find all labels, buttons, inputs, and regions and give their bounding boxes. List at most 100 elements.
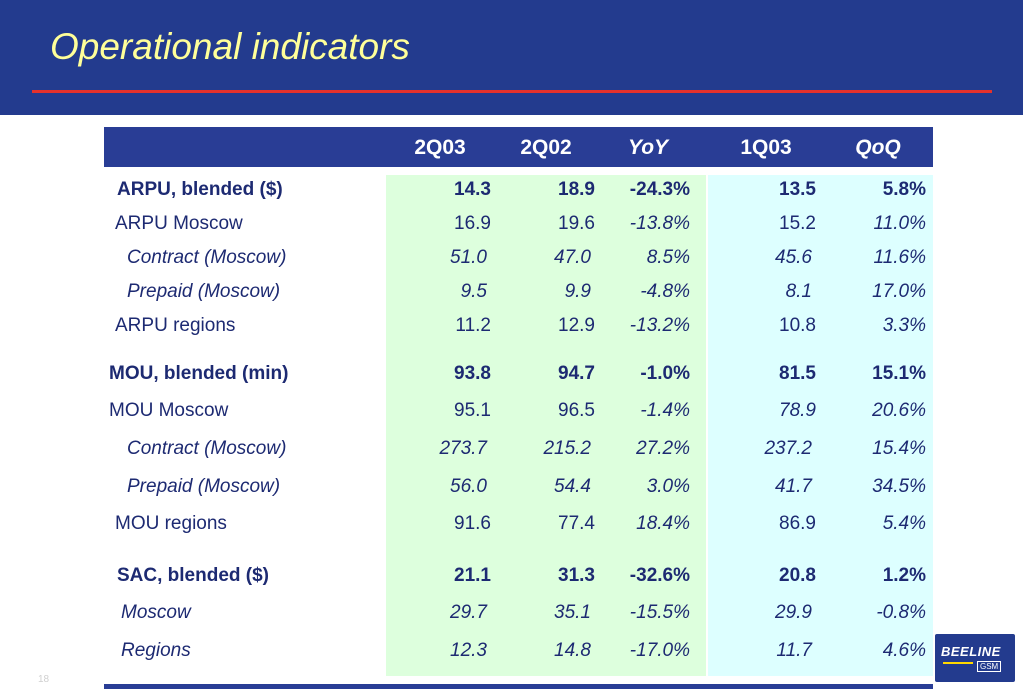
value-qoq: 34.5%: [872, 476, 926, 497]
value-2q03: 29.7: [450, 602, 487, 623]
value-2q03: 9.5: [460, 281, 487, 302]
value-2q02: 54.4: [554, 476, 591, 497]
value-1q03: 20.8: [779, 565, 816, 586]
value-2q03: 14.3: [454, 179, 491, 200]
table-row: Prepaid (Moscow) 56.0 54.4 3.0% 41.7 34.…: [0, 472, 1023, 502]
value-2q02: 215.2: [543, 438, 591, 459]
value-2q03: 16.9: [454, 213, 491, 234]
value-yoy: 8.5%: [646, 247, 690, 268]
value-yoy: -1.4%: [640, 400, 690, 421]
row-label: MOU regions: [115, 513, 227, 534]
value-qoq: -0.8%: [876, 602, 926, 623]
header-1q03: 1Q03: [740, 136, 792, 159]
value-yoy: 18.4%: [636, 513, 690, 534]
quarter-over-quarter-band: [708, 175, 933, 676]
value-2q02: 77.4: [558, 513, 595, 534]
row-label: MOU, blended (min): [109, 363, 289, 384]
current-vs-prior-year-band: [386, 175, 706, 676]
value-yoy: -13.2%: [629, 315, 690, 336]
title-underline: [32, 90, 992, 93]
value-2q03: 11.2: [455, 315, 491, 336]
header-2q03: 2Q03: [414, 136, 466, 159]
value-1q03: 29.9: [775, 602, 812, 623]
table-row: ARPU, blended ($) 14.3 18.9 -24.3% 13.5 …: [0, 175, 1023, 205]
value-2q03: 91.6: [454, 513, 491, 534]
header-yoy: YoY: [627, 136, 669, 159]
value-yoy: -4.8%: [640, 281, 690, 302]
table-row: ARPU Moscow 16.9 19.6 -13.8% 15.2 11.0%: [0, 209, 1023, 239]
row-label: Prepaid (Moscow): [127, 476, 281, 497]
table-row: ARPU regions 11.2 12.9 -13.2% 10.8 3.3%: [0, 311, 1023, 341]
table-row: Contract (Moscow) 273.7 215.2 27.2% 237.…: [0, 434, 1023, 464]
row-label: Contract (Moscow): [127, 247, 287, 268]
value-qoq: 11.0%: [873, 213, 926, 234]
row-label: ARPU, blended ($): [117, 179, 283, 200]
value-1q03: 11.7: [776, 640, 812, 661]
row-label: SAC, blended ($): [117, 565, 270, 586]
row-label: Prepaid (Moscow): [127, 281, 281, 302]
value-qoq: 11.6%: [873, 247, 926, 268]
value-2q02: 96.5: [558, 400, 595, 421]
value-2q02: 14.8: [554, 640, 591, 661]
row-label: MOU Moscow: [109, 400, 229, 421]
value-qoq: 15.4%: [872, 438, 926, 459]
table-header: 2Q03 2Q02 YoY 1Q03 QoQ: [104, 127, 933, 167]
value-1q03: 78.9: [779, 400, 816, 421]
value-qoq: 5.8%: [882, 179, 926, 200]
slide-title: Operational indicators: [50, 26, 410, 67]
logo-gsm-label: GSM: [977, 661, 1002, 672]
value-qoq: 20.6%: [872, 400, 926, 421]
value-1q03: 15.2: [779, 213, 816, 234]
header-2q02: 2Q02: [520, 136, 572, 159]
value-1q03: 237.2: [764, 438, 812, 459]
beeline-logo: BEELINE GSM: [935, 634, 1015, 682]
value-qoq: 4.6%: [882, 640, 926, 661]
value-2q02: 12.9: [558, 315, 595, 336]
value-1q03: 10.8: [779, 315, 816, 336]
value-qoq: 15.1%: [872, 363, 926, 384]
value-2q02: 18.9: [558, 179, 595, 200]
value-2q03: 56.0: [450, 476, 487, 497]
value-2q03: 51.0: [450, 247, 487, 268]
value-2q02: 19.6: [558, 213, 595, 234]
table-row: Regions 12.3 14.8 -17.0% 11.7 4.6%: [0, 636, 1023, 666]
table-row: Contract (Moscow) 51.0 47.0 8.5% 45.6 11…: [0, 243, 1023, 273]
value-yoy: -24.3%: [629, 179, 690, 200]
value-yoy: 27.2%: [636, 438, 690, 459]
value-2q02: 94.7: [558, 363, 595, 384]
page-number: 18: [38, 674, 50, 685]
value-qoq: 3.3%: [882, 315, 926, 336]
row-label: ARPU Moscow: [115, 213, 243, 234]
table-row: MOU, blended (min) 93.8 94.7 -1.0% 81.5 …: [0, 359, 1023, 389]
table-row: Prepaid (Moscow) 9.5 9.9 -4.8% 8.1 17.0%: [0, 277, 1023, 307]
value-qoq: 5.4%: [882, 513, 926, 534]
value-2q02: 35.1: [554, 602, 591, 623]
value-2q03: 95.1: [454, 400, 491, 421]
table-row: MOU Moscow 95.1 96.5 -1.4% 78.9 20.6%: [0, 396, 1023, 426]
table-bottom-bar: [104, 684, 933, 689]
value-2q03: 93.8: [454, 363, 491, 384]
value-2q03: 12.3: [450, 640, 487, 661]
value-yoy: -32.6%: [629, 565, 690, 586]
value-yoy: -17.0%: [629, 640, 690, 661]
value-qoq: 17.0%: [872, 281, 926, 302]
value-1q03: 8.1: [785, 281, 812, 302]
value-1q03: 45.6: [775, 247, 812, 268]
table-row: SAC, blended ($) 21.1 31.3 -32.6% 20.8 1…: [0, 561, 1023, 591]
table-row: MOU regions 91.6 77.4 18.4% 86.9 5.4%: [0, 509, 1023, 539]
table-row: Moscow 29.7 35.1 -15.5% 29.9 -0.8%: [0, 598, 1023, 628]
value-1q03: 13.5: [779, 179, 816, 200]
value-yoy: -1.0%: [640, 363, 690, 384]
value-qoq: 1.2%: [882, 565, 926, 586]
row-label: Contract (Moscow): [127, 438, 287, 459]
value-yoy: -13.8%: [629, 213, 690, 234]
logo-wordmark: BEELINE: [941, 644, 1001, 659]
value-2q03: 21.1: [454, 565, 491, 586]
value-2q02: 31.3: [558, 565, 595, 586]
value-2q02: 47.0: [554, 247, 591, 268]
value-2q02: 9.9: [564, 281, 591, 302]
value-yoy: -15.5%: [629, 602, 690, 623]
value-yoy: 3.0%: [646, 476, 690, 497]
header-qoq: QoQ: [855, 136, 901, 159]
value-1q03: 81.5: [779, 363, 816, 384]
